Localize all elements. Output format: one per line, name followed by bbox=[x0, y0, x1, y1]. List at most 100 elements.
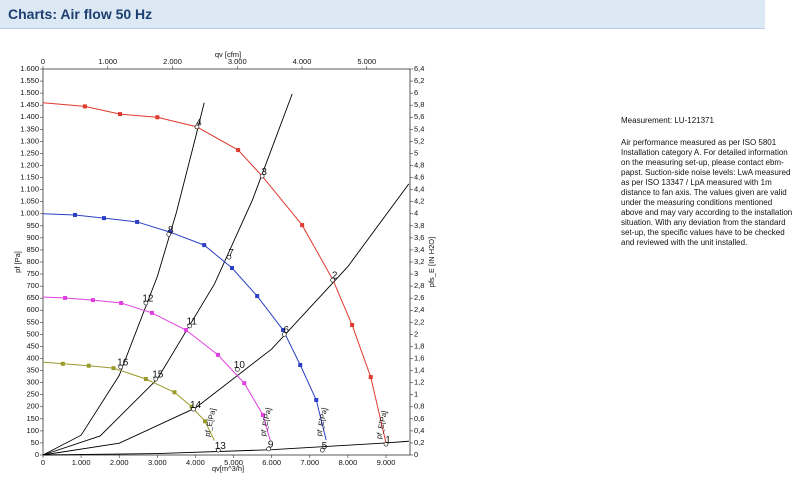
x-tick-label: 4.000 bbox=[186, 458, 205, 467]
y2-tick-label: 3,8 bbox=[414, 221, 424, 230]
x-tick-label: 0 bbox=[41, 458, 45, 467]
operating-point bbox=[226, 254, 232, 260]
operating-point-label: 3 bbox=[261, 167, 267, 178]
curve-marker bbox=[63, 295, 68, 300]
curve-marker bbox=[155, 115, 160, 120]
operating-point bbox=[191, 406, 196, 412]
y-tick-label: 450 bbox=[26, 341, 39, 350]
y2-tick-label: 1,8 bbox=[414, 341, 424, 350]
system-curve bbox=[42, 102, 205, 456]
curve-marker bbox=[135, 219, 140, 224]
curve-marker bbox=[183, 328, 188, 333]
y-tick-label: 1.550 bbox=[20, 76, 39, 85]
y2-tick-label: 0,2 bbox=[414, 438, 424, 447]
curve-marker bbox=[230, 266, 235, 271]
header-title: Charts: Air flow 50 Hz bbox=[8, 6, 153, 22]
y2-tick-label: 0,8 bbox=[414, 402, 424, 411]
y-tick-label: 1.250 bbox=[20, 148, 39, 157]
x2-axis-label: qv [cfm] bbox=[215, 50, 241, 59]
fan-curve bbox=[42, 213, 327, 441]
operating-point-label: 5 bbox=[322, 441, 328, 452]
y2-tick-label: 1,6 bbox=[414, 353, 424, 362]
curve-marker bbox=[255, 294, 260, 299]
x2-tick-label: 0 bbox=[41, 57, 45, 66]
y2-tick-label: 4,6 bbox=[414, 173, 424, 182]
x-tick-label: 3.000 bbox=[148, 458, 167, 467]
fan-curve bbox=[42, 361, 215, 441]
y-tick-label: 600 bbox=[26, 305, 39, 314]
y2-tick-label: 6,4 bbox=[414, 64, 424, 73]
y-tick-label: 1.150 bbox=[20, 173, 39, 182]
system-curve bbox=[42, 440, 409, 456]
y2-tick-label: 1,2 bbox=[414, 378, 424, 387]
y-axis-label: pf [Pa] bbox=[13, 251, 22, 273]
curve-marker bbox=[314, 397, 319, 402]
x2-tick-label: 3.000 bbox=[228, 57, 247, 66]
y-tick-label: 250 bbox=[26, 390, 39, 399]
y-tick-label: 100 bbox=[26, 426, 39, 435]
y-tick-label: 200 bbox=[26, 402, 39, 411]
notes-panel: Measurement: LU-121371 Air performance m… bbox=[621, 116, 793, 260]
operating-point bbox=[259, 173, 265, 179]
curve-marker bbox=[90, 298, 95, 303]
y-tick-label: 500 bbox=[26, 329, 39, 338]
x-tick-label: 5.000 bbox=[224, 458, 243, 467]
operating-point-label: 1 bbox=[385, 435, 391, 446]
fan-curve bbox=[42, 102, 387, 444]
y-tick-label: 1.100 bbox=[20, 185, 39, 194]
y2-tick-label: 5 bbox=[414, 148, 418, 157]
y2-tick-label: 1 bbox=[414, 390, 418, 399]
header: Charts: Air flow 50 Hz bbox=[0, 0, 765, 29]
curve-marker bbox=[242, 381, 247, 386]
y-tick-label: 1.450 bbox=[20, 100, 39, 109]
curve-marker bbox=[73, 212, 78, 217]
y2-tick-label: 5,4 bbox=[414, 124, 424, 133]
x-tick-label: 2.000 bbox=[110, 458, 129, 467]
operating-point-label: 11 bbox=[187, 317, 198, 328]
y2-tick-label: 0,4 bbox=[414, 426, 424, 435]
y-tick-label: 1.050 bbox=[20, 197, 39, 206]
y-tick-label: 850 bbox=[26, 245, 39, 254]
y2-tick-label: 3 bbox=[414, 269, 418, 278]
operating-point-label: 7 bbox=[228, 248, 234, 259]
operating-point-label: 8 bbox=[168, 225, 174, 236]
y-tick-label: 1.500 bbox=[20, 88, 39, 97]
x-tick-label: 7.000 bbox=[300, 458, 319, 467]
curve-marker bbox=[202, 419, 207, 424]
curve-marker bbox=[82, 104, 87, 109]
curve-marker bbox=[281, 328, 286, 333]
curve-marker bbox=[111, 366, 116, 371]
curve-marker bbox=[86, 363, 91, 368]
operating-point bbox=[281, 332, 287, 337]
operating-point-label: 14 bbox=[190, 400, 202, 411]
operating-point-label: 10 bbox=[234, 360, 246, 371]
y2-tick-label: 4 bbox=[414, 209, 418, 218]
x2-tick-label: 1.000 bbox=[98, 57, 117, 66]
notes-text: Air performance measured as per ISO 5801… bbox=[621, 138, 793, 247]
fan-curve bbox=[42, 296, 271, 441]
operating-point bbox=[153, 376, 159, 382]
operating-point bbox=[143, 300, 149, 306]
x2-tick-label: 5.000 bbox=[357, 57, 376, 66]
plot-frame bbox=[42, 68, 411, 456]
y-tick-label: 1.400 bbox=[20, 112, 39, 121]
operating-point-label: 2 bbox=[332, 271, 338, 282]
y-tick-label: 1.200 bbox=[20, 160, 39, 169]
y-tick-label: 900 bbox=[26, 233, 39, 242]
operating-point bbox=[320, 447, 325, 453]
y2-tick-label: 2,4 bbox=[414, 305, 424, 314]
measurement: Measurement: LU-121371 bbox=[621, 116, 714, 125]
chart: pf [Pa] pfs_E [IN H2O] qv[m^3/h] qv [cfm… bbox=[13, 50, 436, 473]
y2-tick-label: 0 bbox=[414, 450, 418, 459]
y2-tick-label: 3,6 bbox=[414, 233, 424, 242]
y-tick-label: 300 bbox=[26, 378, 39, 387]
curve-marker bbox=[298, 363, 303, 368]
operating-point-label: 15 bbox=[152, 370, 164, 381]
y2-tick-label: 6 bbox=[414, 88, 418, 97]
operating-point-label: 13 bbox=[215, 441, 227, 452]
curve-marker bbox=[117, 112, 122, 117]
x-axis-label: qv[m^3/h] bbox=[212, 464, 244, 473]
operating-point bbox=[118, 364, 124, 370]
y2-tick-label: 4,2 bbox=[414, 197, 424, 206]
